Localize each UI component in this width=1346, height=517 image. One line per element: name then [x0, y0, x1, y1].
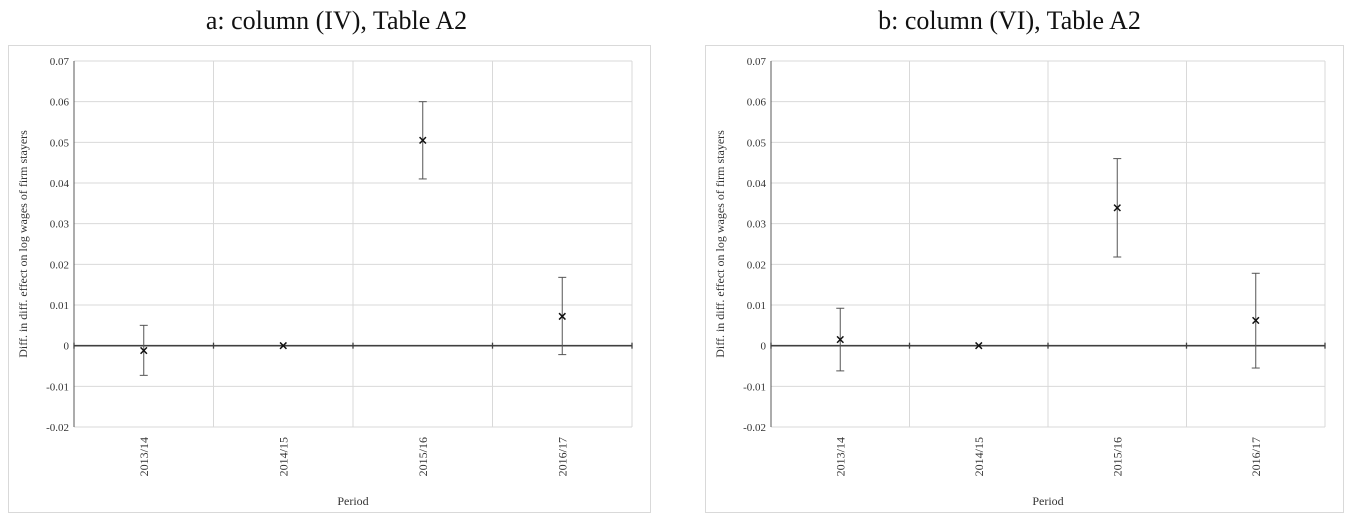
y-tick-label: 0.04 — [50, 178, 70, 190]
data-point-stroke — [419, 136, 427, 145]
y-tick-label: 0.02 — [50, 259, 69, 271]
data-point-stroke — [140, 346, 148, 355]
y-tick-label: -0.01 — [743, 381, 766, 393]
y-tick-label: -0.02 — [46, 422, 69, 434]
chart-title: a: column (IV), Table A2 — [205, 6, 468, 35]
data-point-stroke — [1252, 316, 1260, 325]
x-tick-label: 2016/17 — [555, 437, 569, 476]
y-tick-label: 0.02 — [747, 259, 766, 271]
y-tick-label: 0.05 — [747, 137, 767, 149]
y-tick-label: 0 — [64, 341, 70, 353]
chart-title: b: column (VI), Table A2 — [878, 6, 1141, 35]
data-point-stroke — [279, 341, 287, 350]
x-tick-label: 2015/16 — [416, 437, 430, 476]
x-axis-label: Period — [1032, 494, 1063, 508]
x-tick-label: 2014/15 — [972, 437, 986, 476]
x-tick-label: 2014/15 — [276, 437, 290, 476]
data-point — [279, 341, 287, 350]
y-tick-label: -0.01 — [46, 381, 69, 393]
data-point-stroke — [1113, 204, 1121, 212]
chart-svg-a: 0.07 0.06 0.05 0.04 0.03 0.02 0.01 0 -0.01 -0.02 2… — [16, 56, 633, 508]
chart-frame: 0.07 0.06 0.05 0.04 0.03 0.02 0.01 0 -0.01 -0.02 2… — [705, 45, 1344, 513]
data-point — [975, 341, 983, 350]
y-tick-label: 0.03 — [747, 219, 767, 231]
y-tick-label: 0.04 — [747, 178, 767, 190]
data-point-stroke — [836, 335, 844, 344]
x-axis-label: Period — [337, 494, 368, 508]
y-tick-label: 0.01 — [50, 300, 69, 312]
x-tick-label: 2013/14 — [137, 437, 151, 476]
data-point — [558, 312, 566, 321]
x-tick-label: 2013/14 — [833, 437, 847, 476]
data-point-stroke — [558, 312, 566, 321]
data-point — [1252, 316, 1260, 325]
y-tick-label: 0.03 — [50, 219, 70, 231]
data-point-stroke — [975, 341, 983, 350]
y-axis-label: Diff. in diff. effect on log wages of fi… — [713, 130, 727, 358]
y-tick-label: -0.02 — [743, 422, 766, 434]
x-tick-label: 2015/16 — [1110, 437, 1124, 476]
chart-svg-b: 0.07 0.06 0.05 0.04 0.03 0.02 0.01 0 -0.01 -0.02 2… — [713, 56, 1326, 508]
x-tick-label: 2016/17 — [1249, 437, 1263, 476]
data-point — [140, 346, 148, 355]
data-point — [1113, 204, 1121, 212]
y-tick-label: 0.06 — [50, 97, 70, 109]
y-tick-label: 0.05 — [50, 137, 70, 149]
chart-panel-b: b: column (VI), Table A2 0.07 0.06 0.05 0.0… — [673, 0, 1346, 517]
y-tick-label: 0.07 — [747, 56, 767, 68]
chart-frame: 0.07 0.06 0.05 0.04 0.03 0.02 0.01 0 -0.01 -0.02 2… — [8, 45, 651, 513]
y-tick-label: 0 — [761, 341, 767, 353]
y-tick-label: 0.07 — [50, 56, 70, 68]
y-axis-label: Diff. in diff. effect on log wages of fi… — [16, 130, 30, 358]
data-point — [419, 136, 427, 145]
y-tick-label: 0.06 — [747, 97, 767, 109]
data-point — [836, 335, 844, 344]
chart-panel-a: a: column (IV), Table A2 0.07 0.06 0.05 0.0… — [8, 6, 651, 513]
y-tick-label: 0.01 — [747, 300, 766, 312]
